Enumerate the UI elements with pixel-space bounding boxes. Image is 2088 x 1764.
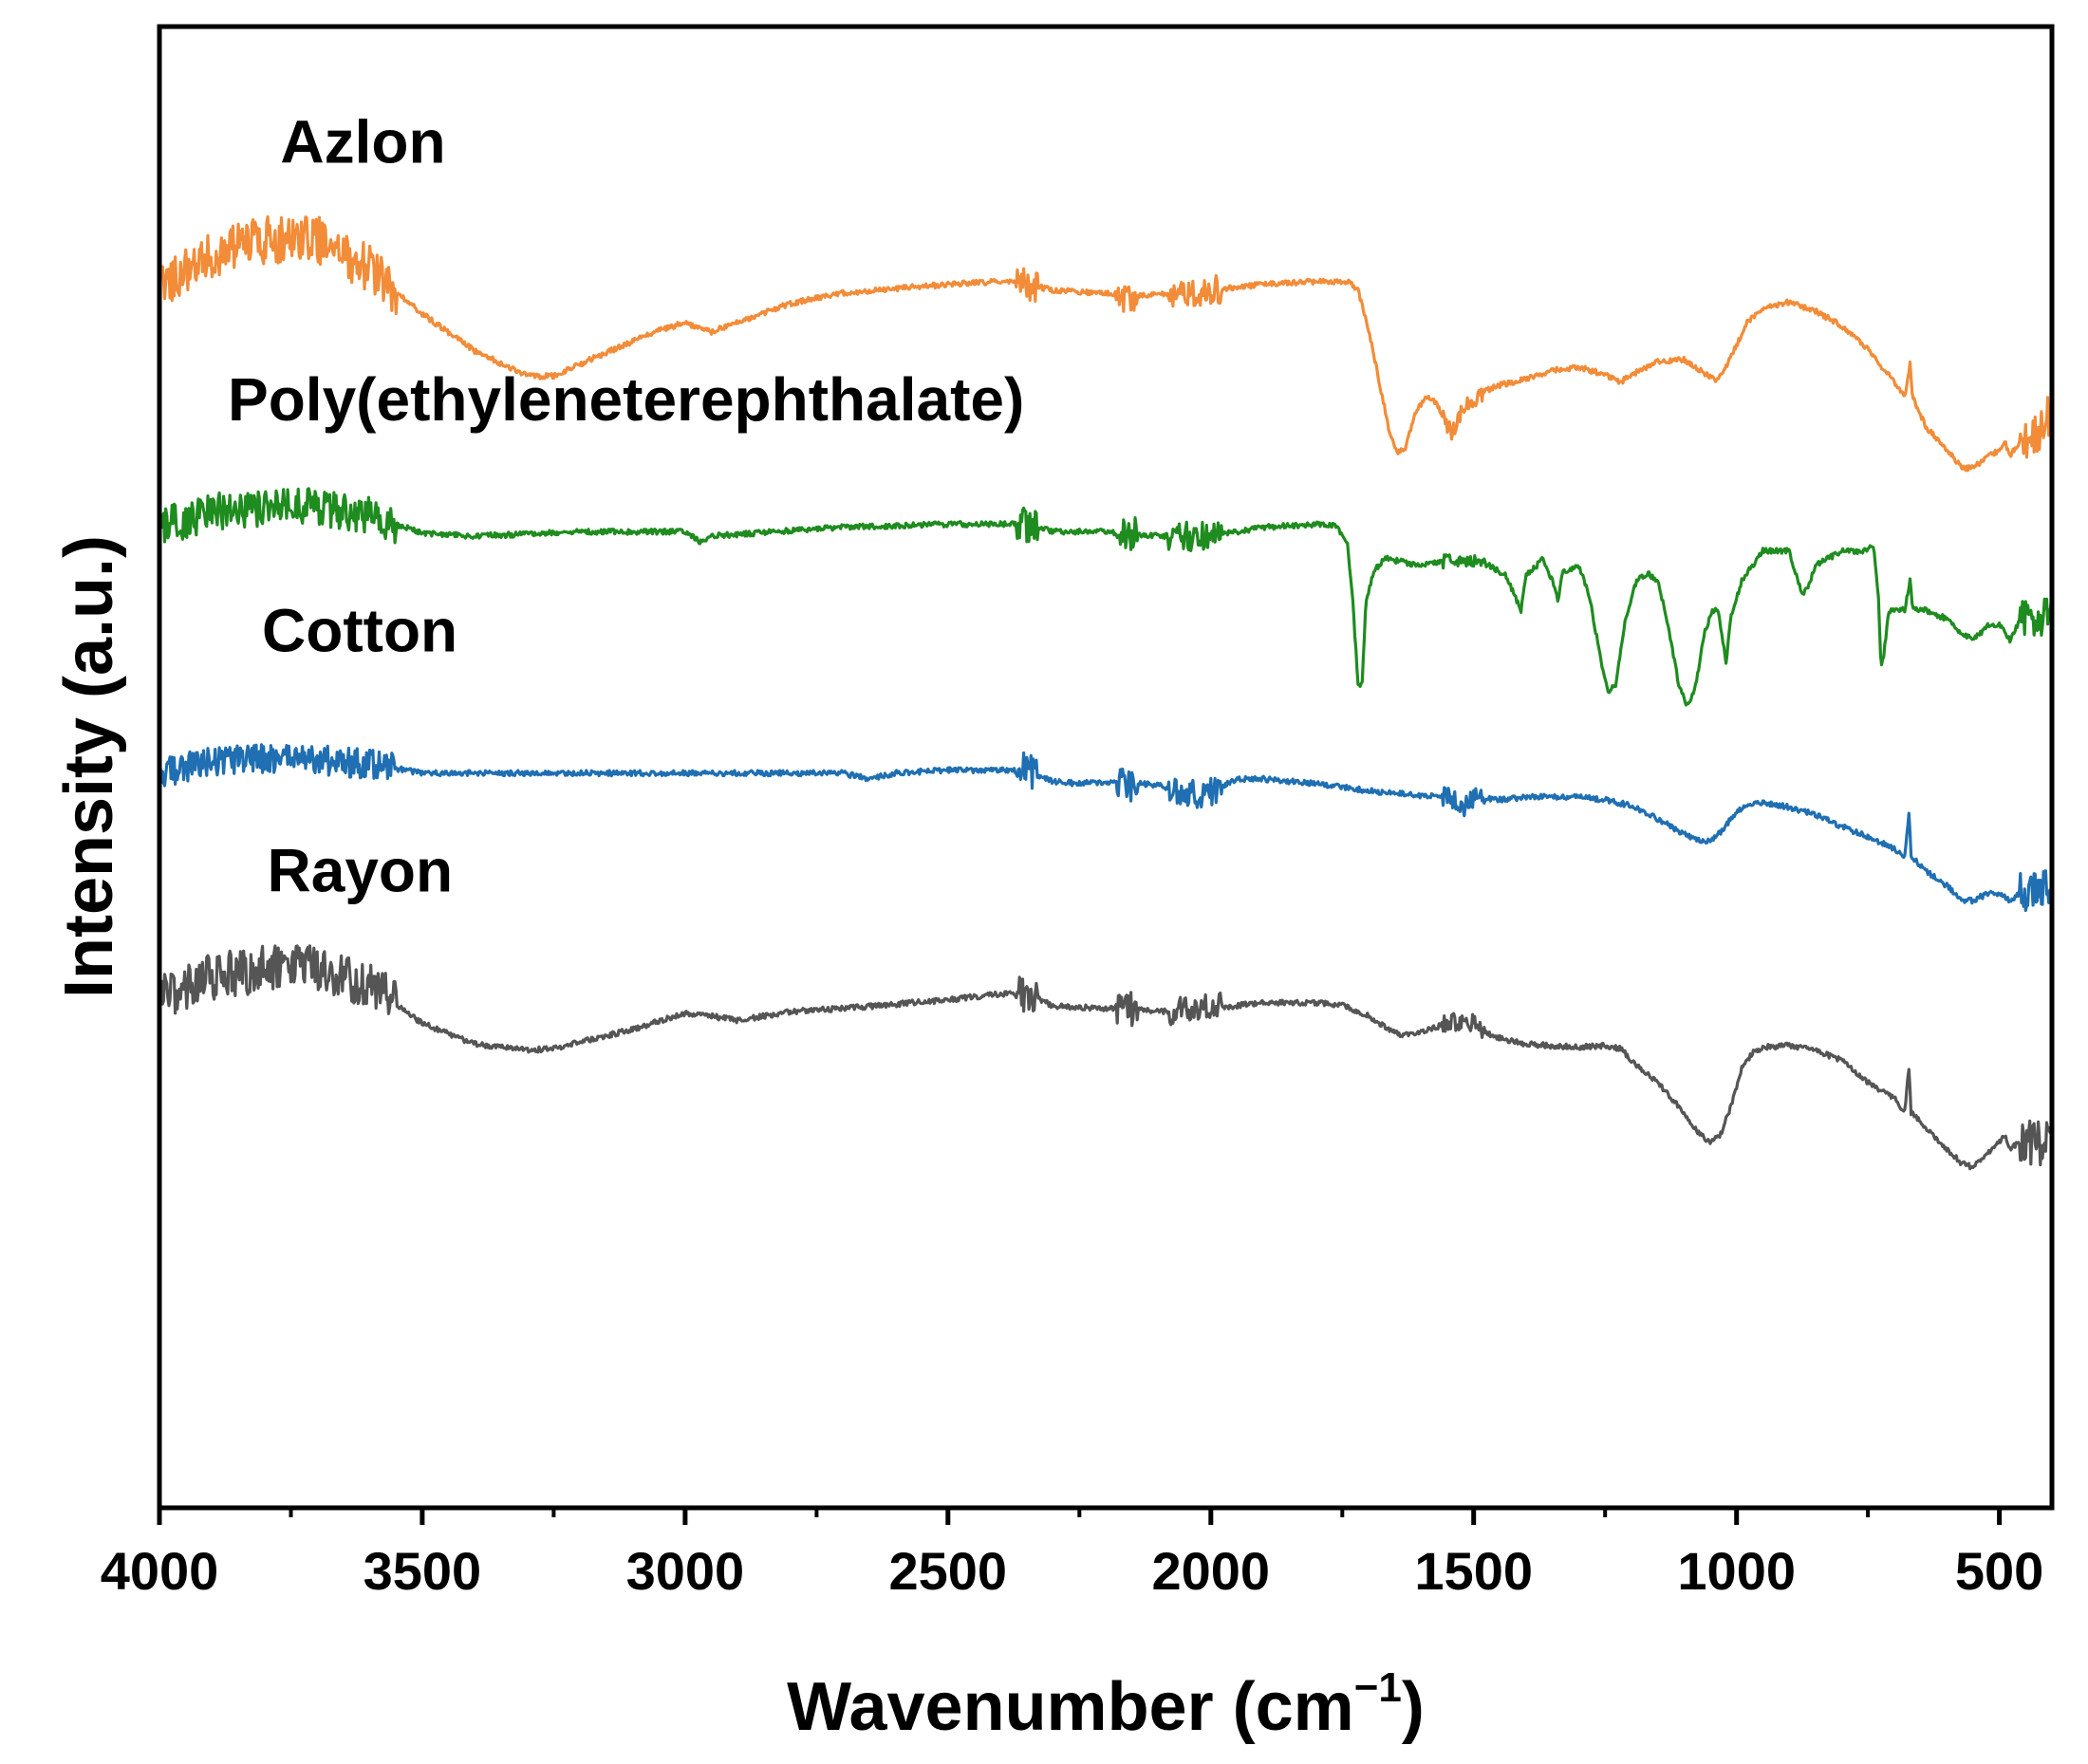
x-axis-label-main: Wavenumber (cm <box>787 1669 1353 1745</box>
x-tick-label-3000: 3000 <box>626 1541 745 1601</box>
annotation-layer: Azlon Poly(ethyleneterephthalate) Cotton Ra… <box>228 108 1024 905</box>
series-label-poly-ethyleneterephthalate: Poly(ethyleneterephthalate) <box>228 365 1024 434</box>
plot-frame <box>157 24 2055 1511</box>
x-tick-label-500: 500 <box>1955 1541 2043 1601</box>
x-axis-label-close: ) <box>1402 1669 1425 1745</box>
x-tick-label-2500: 2500 <box>889 1541 1008 1601</box>
x-tick-label-1000: 1000 <box>1677 1541 1796 1601</box>
x-tick-label-4000: 4000 <box>101 1541 219 1601</box>
y-axis-label: Intensity (a.u.) <box>51 535 127 998</box>
x-axis-ticks: 4000 3500 3000 2500 2000 1500 1000 500 <box>101 1508 2043 1601</box>
series-line-rayon <box>158 944 2054 1171</box>
series-line-azlon <box>158 214 2054 473</box>
x-tick-label-3500: 3500 <box>364 1541 482 1601</box>
series-line-cotton <box>158 743 2054 913</box>
x-axis-label-superscript: −1 <box>1354 1664 1402 1711</box>
x-axis-label: Wavenumber (cm−1) <box>787 1664 1425 1745</box>
x-tick-label-2000: 2000 <box>1152 1541 1271 1601</box>
series-layer <box>158 214 2054 1171</box>
series-line-poly-ethyleneterephthalate <box>158 487 2054 707</box>
series-label-azlon: Azlon <box>280 108 445 176</box>
series-label-cotton: Cotton <box>262 597 457 665</box>
x-tick-label-1500: 1500 <box>1414 1541 1533 1601</box>
series-label-rayon: Rayon <box>268 837 454 905</box>
